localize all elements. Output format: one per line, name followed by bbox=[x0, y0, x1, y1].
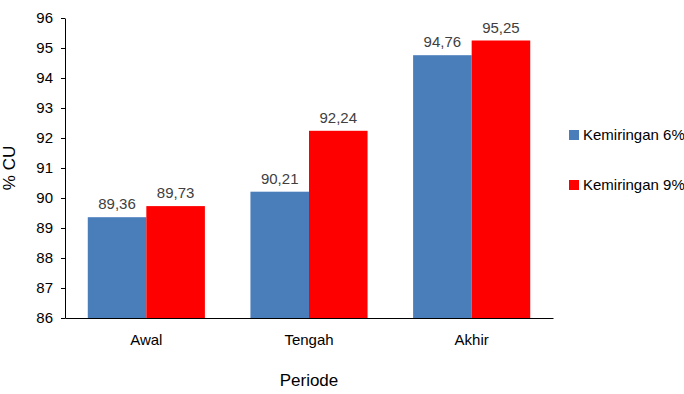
y-tick: 87 bbox=[36, 279, 65, 296]
y-tick-mark bbox=[61, 288, 65, 289]
data-label: 90,21 bbox=[261, 170, 299, 187]
x-tick-label: Tengah bbox=[284, 331, 333, 348]
y-tick-label: 86 bbox=[36, 309, 53, 326]
legend-item: Kemiringan 6% bbox=[569, 126, 684, 143]
y-tick-label: 88 bbox=[36, 249, 53, 266]
x-axis-title: Periode bbox=[280, 371, 339, 390]
data-label: 89,36 bbox=[98, 195, 136, 212]
data-label: 95,25 bbox=[482, 19, 520, 36]
legend: Kemiringan 6% Kemiringan 9% bbox=[569, 126, 684, 193]
y-tick: 96 bbox=[36, 9, 65, 26]
legend-swatch bbox=[569, 180, 579, 190]
data-labels: 89,36 90,21 94,76 89,73 92,24 95,25 bbox=[98, 19, 519, 213]
data-label: 92,24 bbox=[320, 109, 358, 126]
y-tick: 94 bbox=[36, 69, 65, 86]
data-label: 89,73 bbox=[157, 184, 195, 201]
bar bbox=[250, 192, 309, 318]
y-tick: 91 bbox=[36, 159, 65, 176]
y-tick-label: 87 bbox=[36, 279, 53, 296]
y-tick-mark bbox=[61, 258, 65, 259]
x-axis-line bbox=[66, 318, 554, 319]
y-tick: 89 bbox=[36, 219, 65, 236]
y-tick-label: 91 bbox=[36, 159, 53, 176]
bar bbox=[472, 41, 531, 319]
y-tick-label: 95 bbox=[36, 39, 53, 56]
bar bbox=[413, 55, 472, 318]
y-axis-line bbox=[65, 19, 66, 319]
y-axis-title: % CU bbox=[0, 146, 19, 190]
y-tick-label: 96 bbox=[36, 9, 53, 26]
y-tick: 88 bbox=[36, 249, 65, 266]
data-label: 94,76 bbox=[424, 33, 462, 50]
y-tick-label: 94 bbox=[36, 69, 53, 86]
plot: 89,36 90,21 94,76 89,73 92,24 95,25 86 87 88 89 90… bbox=[36, 9, 553, 347]
y-tick-mark bbox=[61, 228, 65, 229]
x-tick: Awal bbox=[130, 318, 162, 348]
y-tick-mark bbox=[61, 318, 65, 319]
x-tick-label: Akhir bbox=[455, 331, 489, 348]
y-tick: 93 bbox=[36, 99, 65, 116]
y-tick-label: 93 bbox=[36, 99, 53, 116]
bar bbox=[88, 217, 147, 318]
y-tick: 95 bbox=[36, 39, 65, 56]
y-tick-mark bbox=[61, 168, 65, 169]
legend-label: Kemiringan 6% bbox=[583, 126, 684, 143]
y-tick-label: 89 bbox=[36, 219, 53, 236]
legend-swatch bbox=[569, 130, 579, 140]
y-tick-mark bbox=[61, 18, 65, 19]
x-tick: Tengah bbox=[284, 318, 333, 348]
bar bbox=[146, 206, 205, 318]
y-tick: 86 bbox=[36, 309, 65, 326]
x-axis: Awal Tengah Akhir bbox=[66, 318, 554, 348]
chart: 89,36 90,21 94,76 89,73 92,24 95,25 86 87 88 89 90… bbox=[0, 0, 684, 394]
y-tick: 92 bbox=[36, 129, 65, 146]
y-tick: 90 bbox=[36, 189, 65, 206]
y-tick-mark bbox=[61, 198, 65, 199]
bar bbox=[309, 131, 368, 318]
bars bbox=[88, 41, 530, 319]
y-tick-label: 92 bbox=[36, 129, 53, 146]
y-axis: 86 87 88 89 90 91 92 93 94 95 96 bbox=[36, 9, 65, 326]
y-tick-mark bbox=[61, 78, 65, 79]
x-tick: Akhir bbox=[455, 318, 489, 348]
y-tick-label: 90 bbox=[36, 189, 53, 206]
y-tick-mark bbox=[61, 48, 65, 49]
legend-item: Kemiringan 9% bbox=[569, 176, 684, 193]
x-tick-label: Awal bbox=[130, 331, 162, 348]
y-tick-mark bbox=[61, 108, 65, 109]
legend-label: Kemiringan 9% bbox=[583, 176, 684, 193]
y-tick-mark bbox=[61, 138, 65, 139]
